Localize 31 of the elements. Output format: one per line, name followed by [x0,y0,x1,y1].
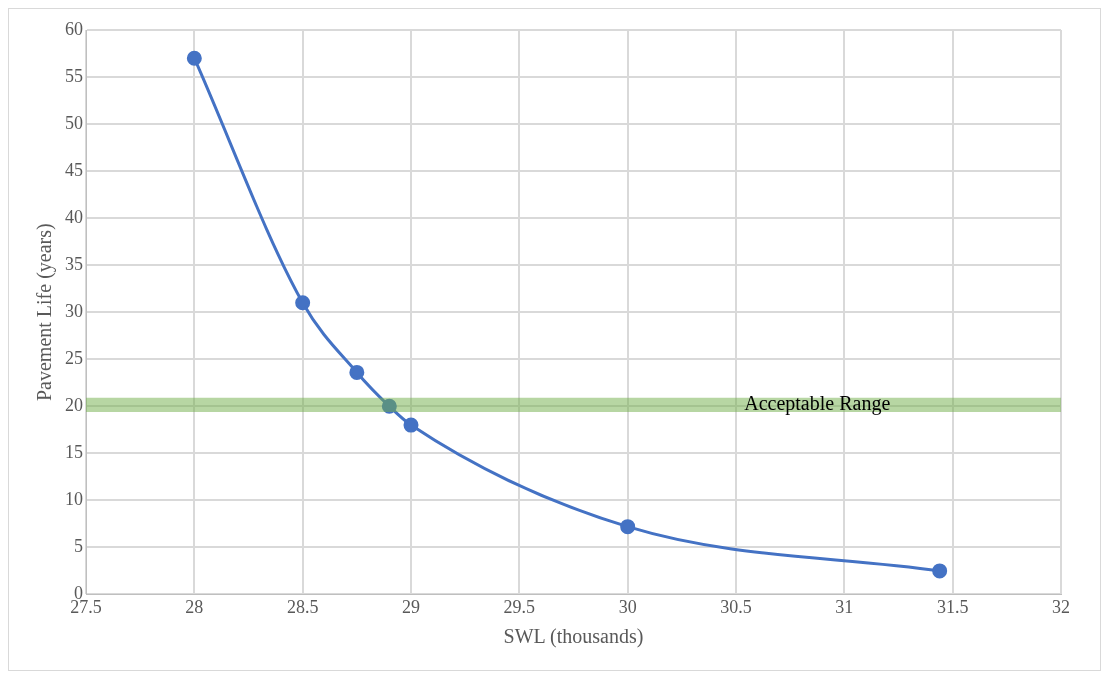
y-tick-label: 15 [65,442,83,463]
y-tick-label: 60 [65,18,83,39]
y-tick-label: 50 [65,112,83,133]
point [295,295,311,311]
y-tick-label: 35 [65,253,83,274]
y-axis-title: Pavement Life (years) [33,223,57,402]
y-tick-label: 5 [74,536,83,557]
x-tick-label: 30 [618,596,637,617]
y-tick-label: 55 [65,65,83,86]
x-tick-label: 31 [835,596,854,617]
x-tick-label: 30.5 [720,596,752,617]
point [349,364,365,380]
x-tick-label: 28 [185,596,204,617]
x-tick-label: 32 [1052,596,1070,617]
x-tick-label: 31.5 [936,596,969,617]
band-label: Acceptable Range [744,392,891,416]
point [932,563,948,579]
point [381,398,397,414]
point [186,50,202,66]
x-tick-label: 29.5 [503,596,536,617]
x-axis-title: SWL (thousands) [503,625,644,649]
y-tick-label: 30 [65,300,83,321]
y-tick-label: 25 [65,347,83,368]
point [620,519,636,535]
x-tick-label: 29 [402,596,420,617]
y-tick-label: 10 [65,489,83,510]
point [403,417,419,433]
y-tick-label: 40 [65,206,83,227]
y-tick-label: 45 [65,159,83,180]
y-tick-label: 20 [65,395,83,415]
x-tick-label: 28.5 [286,596,319,617]
